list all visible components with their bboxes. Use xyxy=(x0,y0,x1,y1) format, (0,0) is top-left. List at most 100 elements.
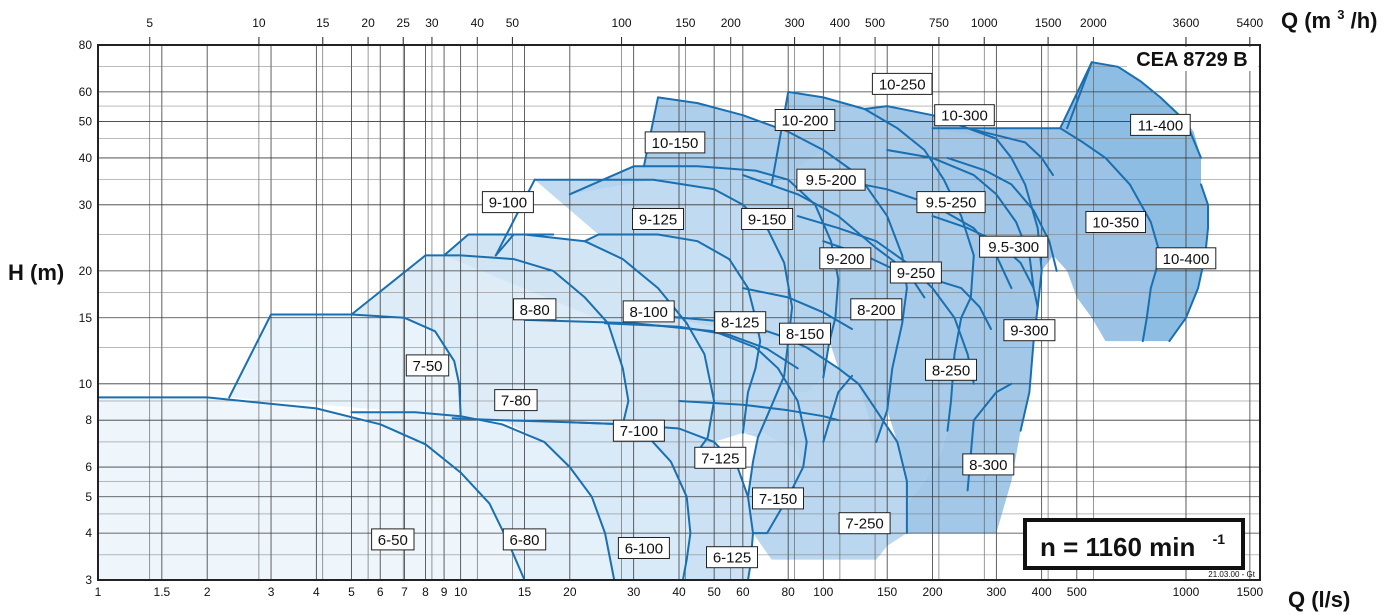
model-label-text: 8-150 xyxy=(786,326,824,343)
x2-tick-label: 20 xyxy=(361,16,375,30)
y-tick-label: 6 xyxy=(85,460,92,474)
model-label-text: 9-300 xyxy=(1010,323,1048,340)
pump-curve xyxy=(1066,61,1093,130)
x-tick-label: 4 xyxy=(313,585,320,599)
x-tick-label: 3 xyxy=(268,585,275,599)
model-label-10-250: 10-250 xyxy=(871,72,933,95)
x-tick-label: 150 xyxy=(877,585,897,599)
model-label-box xyxy=(925,358,977,381)
model-label-7-125: 7-125 xyxy=(694,446,747,469)
x2-tick-label: 200 xyxy=(721,16,741,30)
model-label-box xyxy=(962,453,1015,476)
x2-tick-label: 100 xyxy=(612,16,632,30)
x2-tick-label: 5400 xyxy=(1236,16,1263,30)
x-tick-label: 6 xyxy=(377,585,384,599)
model-label-8-250: 8-250 xyxy=(925,358,977,381)
x2-tick-label: 1500 xyxy=(1035,16,1062,30)
pump-curve xyxy=(946,156,1058,272)
x-tick-label: 400 xyxy=(1032,585,1052,599)
y-tick-label: 3 xyxy=(85,573,92,587)
model-label-box xyxy=(741,208,794,230)
y-tick-label: 20 xyxy=(79,264,93,278)
x-tick-label: 9 xyxy=(441,585,448,599)
region-7-100 xyxy=(444,234,715,452)
model-label-text: 9-100 xyxy=(489,195,527,212)
x-tick-label: 1000 xyxy=(1173,585,1200,599)
model-label-6-80: 6-80 xyxy=(502,528,547,551)
model-label-9.5-300: 9.5-300 xyxy=(979,235,1049,258)
speed-label: n = 1160 min -1 xyxy=(1040,531,1225,562)
model-label-box xyxy=(850,298,903,321)
x-tick-label: 20 xyxy=(563,585,577,599)
model-label-11-400: 11-400 xyxy=(1130,113,1191,136)
model-label-text: 11-400 xyxy=(1138,117,1184,134)
model-label-text: 6-125 xyxy=(713,550,751,567)
x-tick-label: 2 xyxy=(204,585,211,599)
pump-curve xyxy=(822,374,853,443)
model-label-box xyxy=(1003,319,1056,342)
pump-curve xyxy=(350,411,616,580)
pump-curve xyxy=(228,313,462,418)
model-label-text: 8-100 xyxy=(630,304,668,321)
pump-curve xyxy=(350,254,427,316)
model-label-6-50: 6-50 xyxy=(371,528,415,551)
x-tick-label: 40 xyxy=(672,585,686,599)
pump-curve xyxy=(98,396,526,580)
model-label-6-100: 6-100 xyxy=(617,537,670,559)
x-tick-label: 5 xyxy=(348,585,355,599)
model-label-text: 9-200 xyxy=(826,251,864,268)
model-label-8-300: 8-300 xyxy=(962,453,1015,476)
x2-tick-label: 50 xyxy=(506,16,520,30)
model-label-text: 7-100 xyxy=(620,423,658,440)
pump-curve xyxy=(494,233,555,257)
x2-tick-label: 5 xyxy=(146,16,153,30)
pump-model-labels: 7-50 7-80 7-100 7-125 7-150 7-250 6-50 6-80 6-10… xyxy=(371,72,1217,569)
model-label-text: 7-250 xyxy=(845,516,883,533)
model-label-text: 9-125 xyxy=(639,212,677,229)
model-label-text: 7-50 xyxy=(412,358,442,375)
model-label-8-80: 8-80 xyxy=(513,298,557,321)
x-axis-title: Q (l/s) xyxy=(1288,587,1350,612)
model-label-box xyxy=(405,354,450,377)
model-label-9-150: 9-150 xyxy=(741,208,794,230)
pump-curve xyxy=(931,127,1162,343)
model-label-9.5-200: 9.5-200 xyxy=(796,168,866,191)
model-label-box xyxy=(481,191,534,214)
model-label-10-350: 10-350 xyxy=(1085,211,1147,233)
y-axis-title: H (m) xyxy=(8,260,64,285)
pump-curve xyxy=(424,254,630,426)
x2-tick-label: 2000 xyxy=(1080,16,1107,30)
model-label-box xyxy=(779,322,831,345)
region-6-50 xyxy=(98,397,525,580)
y-tick-label: 5 xyxy=(85,490,92,504)
model-label-text: 9.5-300 xyxy=(988,239,1039,256)
model-label-9-200: 9-200 xyxy=(819,247,872,270)
model-label-box xyxy=(916,191,986,214)
x2-tick-label: 300 xyxy=(785,16,805,30)
x2-axis-title-main: Q (m xyxy=(1281,8,1331,33)
y-tick-label: 10 xyxy=(79,377,93,391)
x-tick-label: 30 xyxy=(627,585,641,599)
model-label-7-250: 7-250 xyxy=(838,512,891,535)
x-tick-label: 300 xyxy=(986,585,1006,599)
model-label-text: 10-350 xyxy=(1092,215,1139,232)
model-label-text: 7-125 xyxy=(701,450,739,467)
chart-code: 21.03.00 - Gt xyxy=(1208,570,1255,579)
x-tick-label: 60 xyxy=(736,585,750,599)
model-label-box xyxy=(632,208,684,230)
model-label-text: 7-80 xyxy=(501,393,531,410)
model-label-10-300: 10-300 xyxy=(934,104,995,127)
x-tick-label: 1.5 xyxy=(154,585,171,599)
pump-curve xyxy=(837,178,1013,290)
model-label-text: 10-200 xyxy=(782,113,829,130)
pump-curve xyxy=(533,178,794,498)
model-label-text: 8-200 xyxy=(857,302,895,319)
model-label-box xyxy=(371,528,415,551)
model-label-10-400: 10-400 xyxy=(1155,247,1217,270)
title-box-bg xyxy=(1127,47,1258,71)
model-label-10-200: 10-200 xyxy=(774,109,836,131)
pump-curve xyxy=(451,417,692,580)
model-label-text: 10-300 xyxy=(941,108,988,125)
y-tick-label: 15 xyxy=(79,311,93,325)
model-label-box xyxy=(871,72,933,95)
